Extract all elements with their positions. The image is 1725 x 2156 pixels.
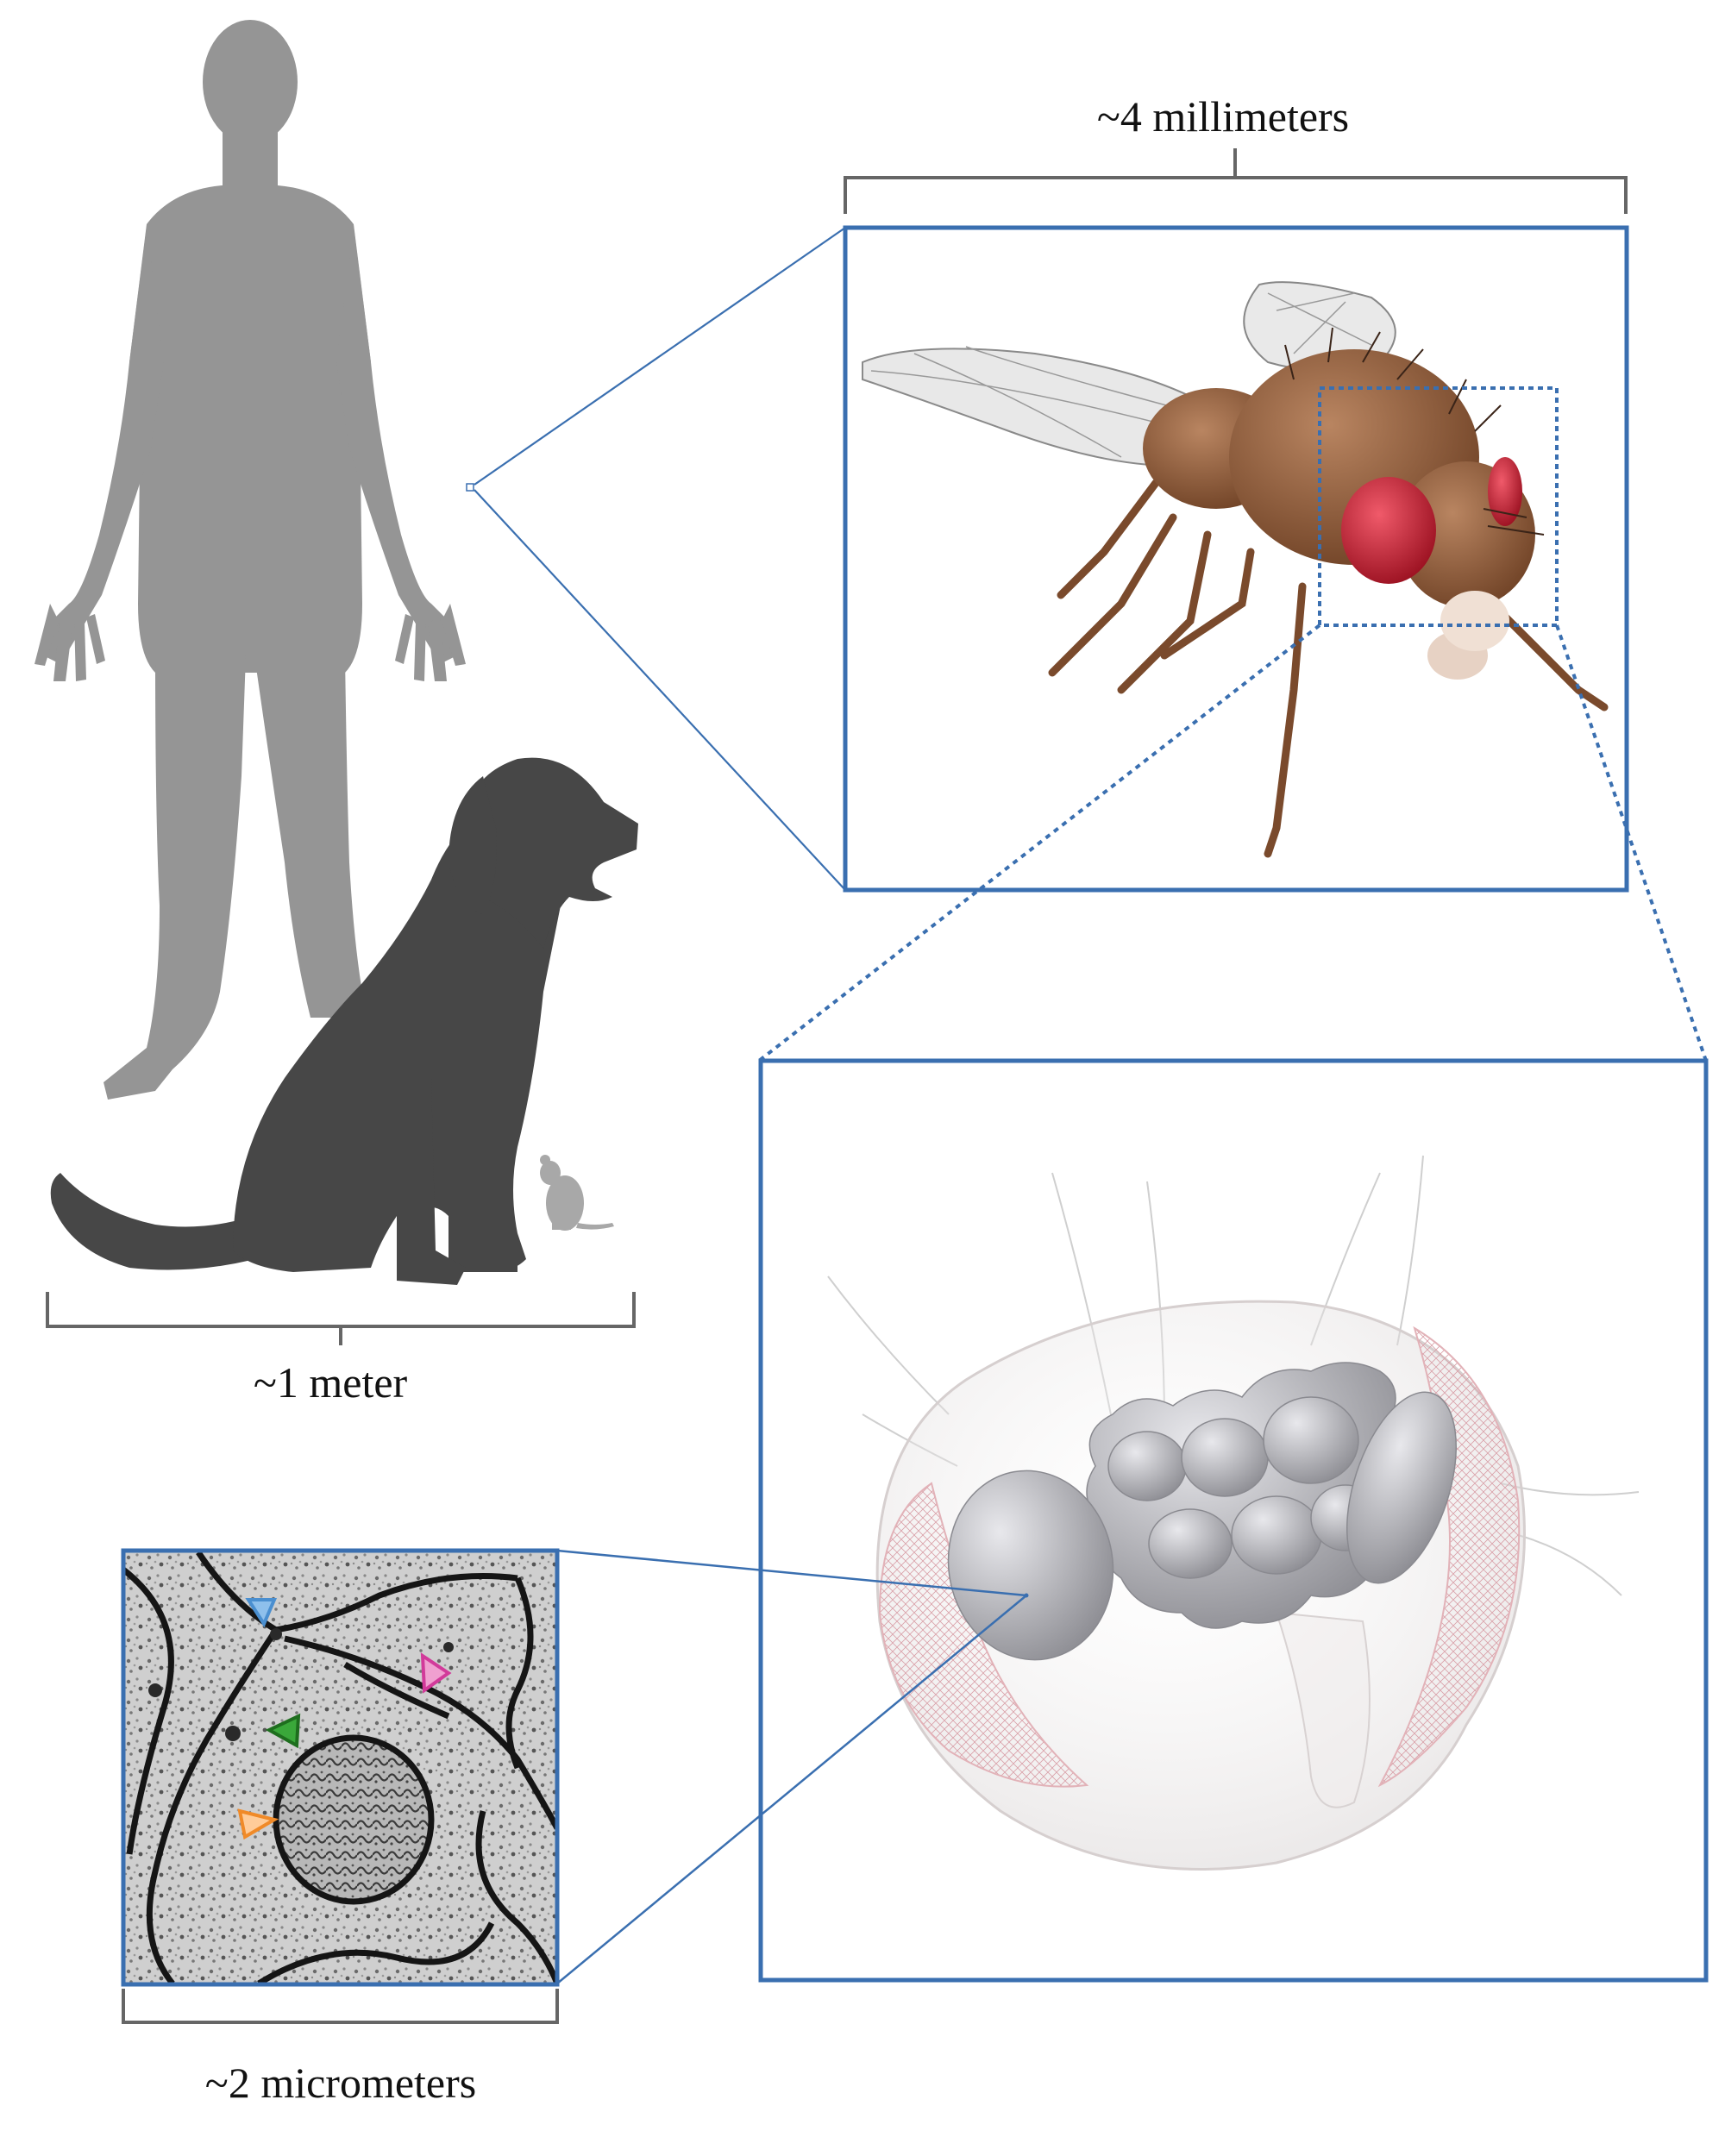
meter-scale-label: ~1 meter [253, 1358, 408, 1407]
em-panel [121, 1548, 560, 1987]
mouse-silhouette-icon [540, 1155, 614, 1231]
marker-green-icon [265, 1713, 301, 1749]
zoom-lines-fly-to-head [757, 624, 1708, 1062]
electron-micrograph-icon [123, 1551, 557, 1984]
millimeter-scale-bracket [844, 148, 1628, 214]
micrometer-scale-label: ~2 micrometers [204, 2059, 477, 2107]
micrometer-scale-bracket [122, 1989, 559, 2024]
marker-orange-icon [237, 1808, 279, 1840]
zoom-lines-human-to-fly [466, 227, 846, 891]
marker-magenta-icon [420, 1652, 452, 1694]
fly-panel [843, 225, 1629, 893]
meter-scale-bracket [46, 1292, 636, 1345]
fly-head-brain-icon [827, 1155, 1640, 1871]
dog-silhouette-icon [50, 757, 638, 1285]
fruit-fly-icon [862, 281, 1609, 858]
zoom-lines-brain-to-em [556, 1549, 1029, 1984]
millimeter-scale-label: ~4 millimeters [1096, 92, 1350, 141]
human-silhouette-icon [34, 20, 466, 1100]
marker-blue-icon [245, 1598, 278, 1628]
